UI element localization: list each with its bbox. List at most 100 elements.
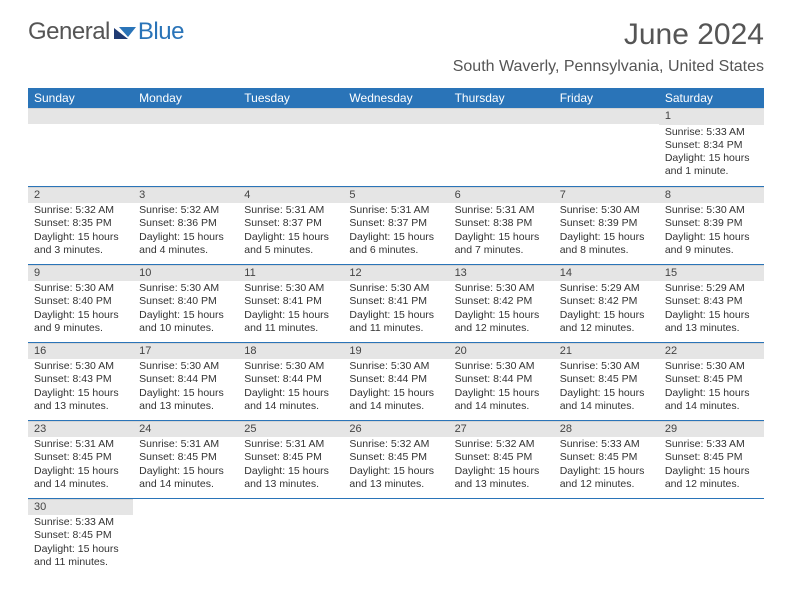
- day-number: 27: [449, 421, 554, 438]
- day-dl1: Daylight: 15 hours: [244, 387, 337, 400]
- calendar-row: 9Sunrise: 5:30 AMSunset: 8:40 PMDaylight…: [28, 264, 764, 342]
- day-sunset: Sunset: 8:45 PM: [665, 373, 758, 386]
- day-sunset: Sunset: 8:45 PM: [34, 529, 127, 542]
- calendar-cell: 6Sunrise: 5:31 AMSunset: 8:38 PMDaylight…: [449, 186, 554, 264]
- day-sunset: Sunset: 8:37 PM: [349, 217, 442, 230]
- day-dl1: Daylight: 15 hours: [244, 309, 337, 322]
- day-dl2: and 3 minutes.: [34, 244, 127, 257]
- empty-daybar: [554, 108, 659, 124]
- calendar-cell: 2Sunrise: 5:32 AMSunset: 8:35 PMDaylight…: [28, 186, 133, 264]
- day-dl1: Daylight: 15 hours: [34, 543, 127, 556]
- day-sunrise: Sunrise: 5:30 AM: [560, 204, 653, 217]
- calendar-row: 1Sunrise: 5:33 AMSunset: 8:34 PMDaylight…: [28, 108, 764, 186]
- day-number: 1: [659, 108, 764, 125]
- day-sunrise: Sunrise: 5:31 AM: [244, 204, 337, 217]
- brand-text-blue: Blue: [138, 18, 184, 46]
- day-sunset: Sunset: 8:44 PM: [455, 373, 548, 386]
- day-sunset: Sunset: 8:42 PM: [455, 295, 548, 308]
- day-content: Sunrise: 5:32 AMSunset: 8:35 PMDaylight:…: [28, 203, 133, 259]
- day-number: 26: [343, 421, 448, 438]
- day-content: Sunrise: 5:30 AMSunset: 8:44 PMDaylight:…: [238, 359, 343, 415]
- day-dl1: Daylight: 15 hours: [139, 231, 232, 244]
- day-dl2: and 13 minutes.: [455, 478, 548, 491]
- day-dl2: and 8 minutes.: [560, 244, 653, 257]
- day-sunrise: Sunrise: 5:30 AM: [244, 360, 337, 373]
- day-sunset: Sunset: 8:41 PM: [244, 295, 337, 308]
- day-sunrise: Sunrise: 5:33 AM: [34, 516, 127, 529]
- day-content: Sunrise: 5:30 AMSunset: 8:40 PMDaylight:…: [28, 281, 133, 337]
- day-sunset: Sunset: 8:43 PM: [34, 373, 127, 386]
- calendar-cell: 10Sunrise: 5:30 AMSunset: 8:40 PMDayligh…: [133, 264, 238, 342]
- day-sunrise: Sunrise: 5:30 AM: [665, 204, 758, 217]
- day-dl2: and 11 minutes.: [349, 322, 442, 335]
- day-sunset: Sunset: 8:39 PM: [560, 217, 653, 230]
- calendar-row: 2Sunrise: 5:32 AMSunset: 8:35 PMDaylight…: [28, 186, 764, 264]
- col-thursday: Thursday: [449, 88, 554, 108]
- day-sunrise: Sunrise: 5:33 AM: [665, 438, 758, 451]
- calendar-cell: [343, 108, 448, 186]
- calendar-cell: 25Sunrise: 5:31 AMSunset: 8:45 PMDayligh…: [238, 420, 343, 498]
- day-dl1: Daylight: 15 hours: [665, 465, 758, 478]
- day-content: Sunrise: 5:32 AMSunset: 8:45 PMDaylight:…: [343, 437, 448, 493]
- day-content: Sunrise: 5:33 AMSunset: 8:34 PMDaylight:…: [659, 125, 764, 181]
- empty-daybar: [343, 108, 448, 124]
- col-monday: Monday: [133, 88, 238, 108]
- day-dl2: and 1 minute.: [665, 165, 758, 178]
- col-saturday: Saturday: [659, 88, 764, 108]
- day-number: 12: [343, 265, 448, 282]
- day-dl2: and 7 minutes.: [455, 244, 548, 257]
- calendar-cell: 5Sunrise: 5:31 AMSunset: 8:37 PMDaylight…: [343, 186, 448, 264]
- day-sunset: Sunset: 8:45 PM: [244, 451, 337, 464]
- empty-daybar: [133, 108, 238, 124]
- day-content: Sunrise: 5:31 AMSunset: 8:37 PMDaylight:…: [343, 203, 448, 259]
- day-sunrise: Sunrise: 5:31 AM: [455, 204, 548, 217]
- day-dl1: Daylight: 15 hours: [665, 231, 758, 244]
- day-content: Sunrise: 5:30 AMSunset: 8:41 PMDaylight:…: [343, 281, 448, 337]
- day-sunset: Sunset: 8:38 PM: [455, 217, 548, 230]
- day-sunrise: Sunrise: 5:30 AM: [455, 360, 548, 373]
- calendar-cell: 21Sunrise: 5:30 AMSunset: 8:45 PMDayligh…: [554, 342, 659, 420]
- day-sunrise: Sunrise: 5:30 AM: [560, 360, 653, 373]
- calendar-cell: [554, 498, 659, 576]
- calendar-cell: 22Sunrise: 5:30 AMSunset: 8:45 PMDayligh…: [659, 342, 764, 420]
- day-dl2: and 10 minutes.: [139, 322, 232, 335]
- calendar-cell: 30Sunrise: 5:33 AMSunset: 8:45 PMDayligh…: [28, 498, 133, 576]
- day-dl1: Daylight: 15 hours: [244, 465, 337, 478]
- calendar-cell: 24Sunrise: 5:31 AMSunset: 8:45 PMDayligh…: [133, 420, 238, 498]
- calendar-cell: [343, 498, 448, 576]
- day-number: 29: [659, 421, 764, 438]
- day-dl2: and 14 minutes.: [349, 400, 442, 413]
- day-sunset: Sunset: 8:37 PM: [244, 217, 337, 230]
- day-sunset: Sunset: 8:45 PM: [34, 451, 127, 464]
- day-dl2: and 14 minutes.: [244, 400, 337, 413]
- calendar-row: 23Sunrise: 5:31 AMSunset: 8:45 PMDayligh…: [28, 420, 764, 498]
- day-sunset: Sunset: 8:45 PM: [349, 451, 442, 464]
- day-content: Sunrise: 5:29 AMSunset: 8:42 PMDaylight:…: [554, 281, 659, 337]
- day-dl2: and 11 minutes.: [244, 322, 337, 335]
- day-dl2: and 4 minutes.: [139, 244, 232, 257]
- day-sunset: Sunset: 8:41 PM: [349, 295, 442, 308]
- calendar-cell: 1Sunrise: 5:33 AMSunset: 8:34 PMDaylight…: [659, 108, 764, 186]
- calendar-cell: 19Sunrise: 5:30 AMSunset: 8:44 PMDayligh…: [343, 342, 448, 420]
- calendar-cell: 9Sunrise: 5:30 AMSunset: 8:40 PMDaylight…: [28, 264, 133, 342]
- day-dl1: Daylight: 15 hours: [665, 309, 758, 322]
- calendar-cell: [133, 108, 238, 186]
- day-number: 16: [28, 343, 133, 360]
- day-number: 17: [133, 343, 238, 360]
- day-dl2: and 13 minutes.: [139, 400, 232, 413]
- day-dl1: Daylight: 15 hours: [455, 465, 548, 478]
- day-sunset: Sunset: 8:45 PM: [560, 451, 653, 464]
- day-content: Sunrise: 5:30 AMSunset: 8:44 PMDaylight:…: [343, 359, 448, 415]
- day-number: 21: [554, 343, 659, 360]
- day-dl1: Daylight: 15 hours: [560, 231, 653, 244]
- calendar-cell: [238, 108, 343, 186]
- day-content: Sunrise: 5:30 AMSunset: 8:40 PMDaylight:…: [133, 281, 238, 337]
- day-content: Sunrise: 5:30 AMSunset: 8:39 PMDaylight:…: [554, 203, 659, 259]
- calendar-page: General Blue June 2024 South Waverly, Pe…: [0, 0, 792, 594]
- day-dl2: and 9 minutes.: [34, 322, 127, 335]
- day-dl1: Daylight: 15 hours: [455, 387, 548, 400]
- day-number: 11: [238, 265, 343, 282]
- day-dl1: Daylight: 15 hours: [665, 152, 758, 165]
- calendar-cell: 3Sunrise: 5:32 AMSunset: 8:36 PMDaylight…: [133, 186, 238, 264]
- calendar-body: 1Sunrise: 5:33 AMSunset: 8:34 PMDaylight…: [28, 108, 764, 576]
